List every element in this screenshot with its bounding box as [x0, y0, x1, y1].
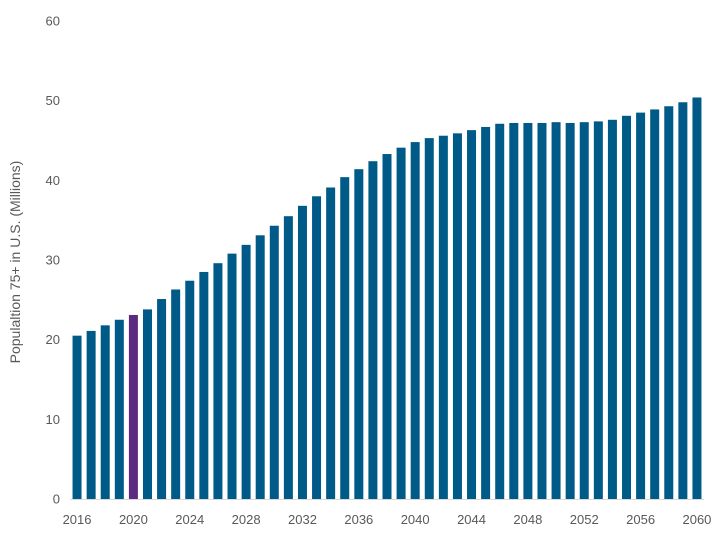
bar [636, 112, 646, 499]
bar [86, 330, 96, 499]
x-tick-label: 2056 [626, 512, 655, 527]
bar [283, 216, 293, 499]
bar [185, 280, 195, 499]
x-tick-label: 2028 [232, 512, 261, 527]
bar [72, 335, 82, 499]
bar [396, 147, 406, 500]
bar [481, 126, 491, 499]
bar [255, 235, 265, 499]
y-axis-label: Populaltion 75+ in U.S. (Millions) [7, 161, 23, 364]
x-tick-label: 2020 [119, 512, 148, 527]
bars [72, 97, 702, 500]
bar [410, 142, 420, 500]
bar [241, 244, 251, 499]
y-tick-label: 30 [46, 253, 60, 268]
y-tick-label: 20 [46, 332, 60, 347]
bar [100, 325, 110, 499]
bar [157, 299, 167, 499]
bar [142, 309, 152, 499]
x-tick-label: 2016 [63, 512, 92, 527]
bar [354, 169, 364, 499]
bar [664, 106, 674, 499]
bar [593, 121, 603, 499]
bar [551, 122, 561, 499]
y-tick-label: 10 [46, 412, 60, 427]
x-tick-label: 2024 [175, 512, 204, 527]
bar [537, 122, 547, 500]
bar [467, 130, 477, 500]
bar [312, 196, 322, 499]
bar [579, 122, 589, 499]
bar [297, 205, 307, 499]
x-tick-label: 2048 [513, 512, 542, 527]
bar [438, 135, 448, 499]
x-tick-label: 2036 [344, 512, 373, 527]
y-axis-ticks: 0 10 20 30 40 50 60 [46, 14, 60, 507]
bar [607, 119, 617, 499]
bar [326, 187, 336, 499]
bar [523, 122, 533, 500]
bar [213, 263, 223, 499]
bar [227, 253, 237, 499]
x-tick-label: 2044 [457, 512, 486, 527]
x-tick-label: 2032 [288, 512, 317, 527]
bar [114, 319, 124, 499]
x-tick-label: 2052 [570, 512, 599, 527]
y-tick-label: 0 [53, 492, 60, 507]
y-tick-label: 60 [46, 14, 60, 29]
bar [509, 122, 519, 500]
bar [622, 115, 632, 499]
x-axis-ticks: 2016 2020 2024 2028 2032 2036 2040 2044 2048 2052… [63, 512, 712, 527]
y-tick-label: 50 [46, 93, 60, 108]
bar [565, 122, 575, 500]
x-tick-label: 2060 [682, 512, 711, 527]
bar [650, 109, 660, 500]
bar [424, 138, 434, 500]
bar [495, 123, 505, 500]
bar [692, 97, 702, 499]
bar [382, 154, 392, 499]
bar-highlighted [128, 314, 138, 499]
y-tick-label: 40 [46, 173, 60, 188]
bar [368, 161, 378, 500]
bar [199, 271, 209, 499]
bar [171, 289, 181, 499]
bar [340, 177, 350, 499]
bar [678, 102, 688, 499]
x-tick-label: 2040 [401, 512, 430, 527]
bar [269, 225, 279, 499]
bar [452, 133, 462, 499]
